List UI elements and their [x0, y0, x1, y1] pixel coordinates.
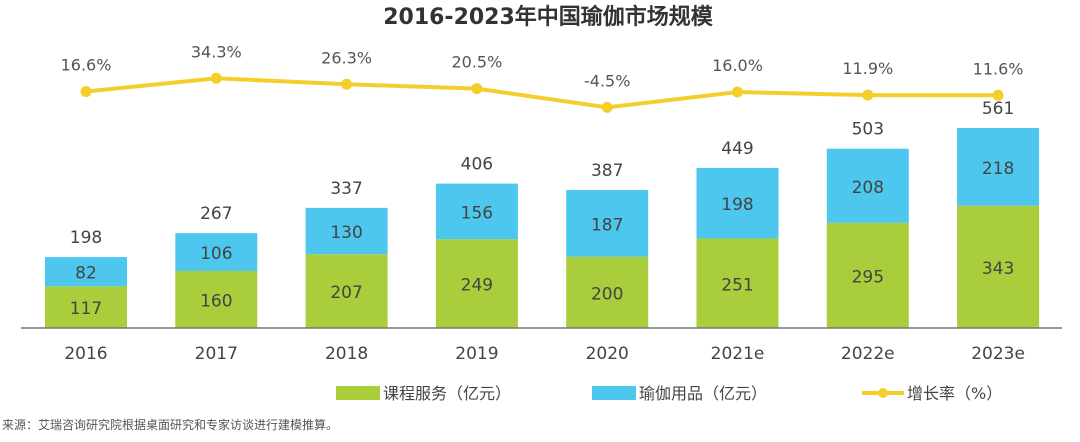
- growth-point-2021e: [732, 86, 743, 98]
- growth-point-2019: [471, 83, 483, 95]
- x-tick-2018: 2018: [325, 344, 368, 364]
- legend-marker-growth: [878, 388, 888, 398]
- legend: 课程服务（亿元） 瑜伽用品（亿元） 增长率（%）: [336, 384, 1002, 403]
- x-tick-2021e: 2021e: [711, 344, 765, 364]
- bar-goods-2021e: [696, 167, 779, 239]
- growth-label-2023e: 11.6%: [973, 59, 1024, 78]
- label-course-2021e: 251: [721, 275, 753, 295]
- label-total-2019: 406: [461, 155, 493, 175]
- x-tick-2020: 2020: [586, 344, 629, 364]
- bar-course-2021e: [696, 238, 779, 328]
- bar-course-2022e: [826, 222, 909, 328]
- label-course-2022e: 295: [852, 267, 884, 287]
- label-total-2022e: 503: [852, 120, 884, 140]
- label-course-2017: 160: [200, 291, 232, 311]
- growth-point-2018: [341, 78, 353, 90]
- label-goods-2017: 106: [200, 244, 232, 264]
- legend-label-growth: 增长率（%）: [907, 384, 1002, 403]
- label-total-2023e: 561: [982, 99, 1014, 119]
- growth-label-2021e: 16.0%: [712, 56, 763, 75]
- bar-goods-2016: [45, 257, 127, 287]
- legend-swatch-course: [336, 386, 380, 400]
- growth-label-2020: -4.5%: [584, 71, 630, 90]
- bar-course-2020: [566, 256, 649, 328]
- growth-point-2016: [80, 86, 92, 98]
- growth-point-2023e: [992, 89, 1004, 101]
- bar-goods-2018: [305, 207, 388, 255]
- bar-goods-2019: [435, 183, 518, 240]
- label-total-2016: 198: [70, 228, 102, 248]
- x-tick-2016: 2016: [64, 344, 107, 364]
- label-total-2018: 337: [330, 179, 362, 199]
- growth-label-2017: 34.3%: [191, 42, 242, 61]
- label-total-2020: 387: [591, 161, 623, 181]
- growth-point-2022e: [862, 89, 874, 101]
- label-course-2023e: 343: [982, 259, 1014, 279]
- growth-point-2017: [210, 72, 222, 84]
- label-goods-2019: 156: [461, 203, 493, 223]
- label-goods-2023e: 218: [982, 159, 1014, 179]
- legend-label-course: 课程服务（亿元）: [383, 384, 511, 403]
- label-total-2017: 267: [200, 204, 232, 224]
- bar-course-2023e: [957, 205, 1040, 328]
- bar-course-2017: [175, 270, 258, 328]
- label-course-2020: 200: [591, 284, 623, 304]
- label-course-2018: 207: [330, 283, 362, 303]
- growth-label-2016: 16.6%: [61, 56, 112, 75]
- bar-goods-2017: [175, 233, 258, 271]
- source-note: 来源：艾瑞咨询研究院根据桌面研究和专家访谈进行建模推算。: [2, 417, 338, 432]
- bar-course-2018: [305, 254, 388, 328]
- bar-goods-2020: [566, 190, 649, 257]
- growth-label-2018: 26.3%: [321, 48, 372, 67]
- bar-course-2019: [435, 239, 518, 328]
- growth-label-2022e: 11.9%: [842, 59, 893, 78]
- bar-course-2016: [45, 286, 127, 328]
- growth-line: [85, 76, 999, 110]
- x-tick-2023e: 2023e: [971, 344, 1025, 364]
- label-goods-2022e: 208: [852, 178, 884, 198]
- legend-swatch-goods: [592, 386, 636, 400]
- x-tick-2017: 2017: [195, 344, 238, 364]
- chart-title: 2016-2023年中国瑜伽市场规模: [383, 4, 714, 30]
- growth-label-2019: 20.5%: [451, 53, 502, 72]
- label-total-2021e: 449: [721, 139, 753, 159]
- bar-goods-2022e: [826, 148, 909, 223]
- x-tick-2022e: 2022e: [841, 344, 895, 364]
- label-goods-2016: 82: [75, 264, 97, 284]
- growth-point-2020: [601, 101, 613, 113]
- legend-label-goods: 瑜伽用品（亿元）: [639, 384, 767, 403]
- label-course-2016: 117: [70, 299, 102, 319]
- label-goods-2020: 187: [591, 215, 623, 235]
- label-goods-2018: 130: [330, 223, 362, 243]
- bar-goods-2023e: [957, 128, 1040, 206]
- label-goods-2021e: 198: [721, 195, 753, 215]
- x-tick-2019: 2019: [455, 344, 498, 364]
- label-course-2019: 249: [461, 276, 493, 296]
